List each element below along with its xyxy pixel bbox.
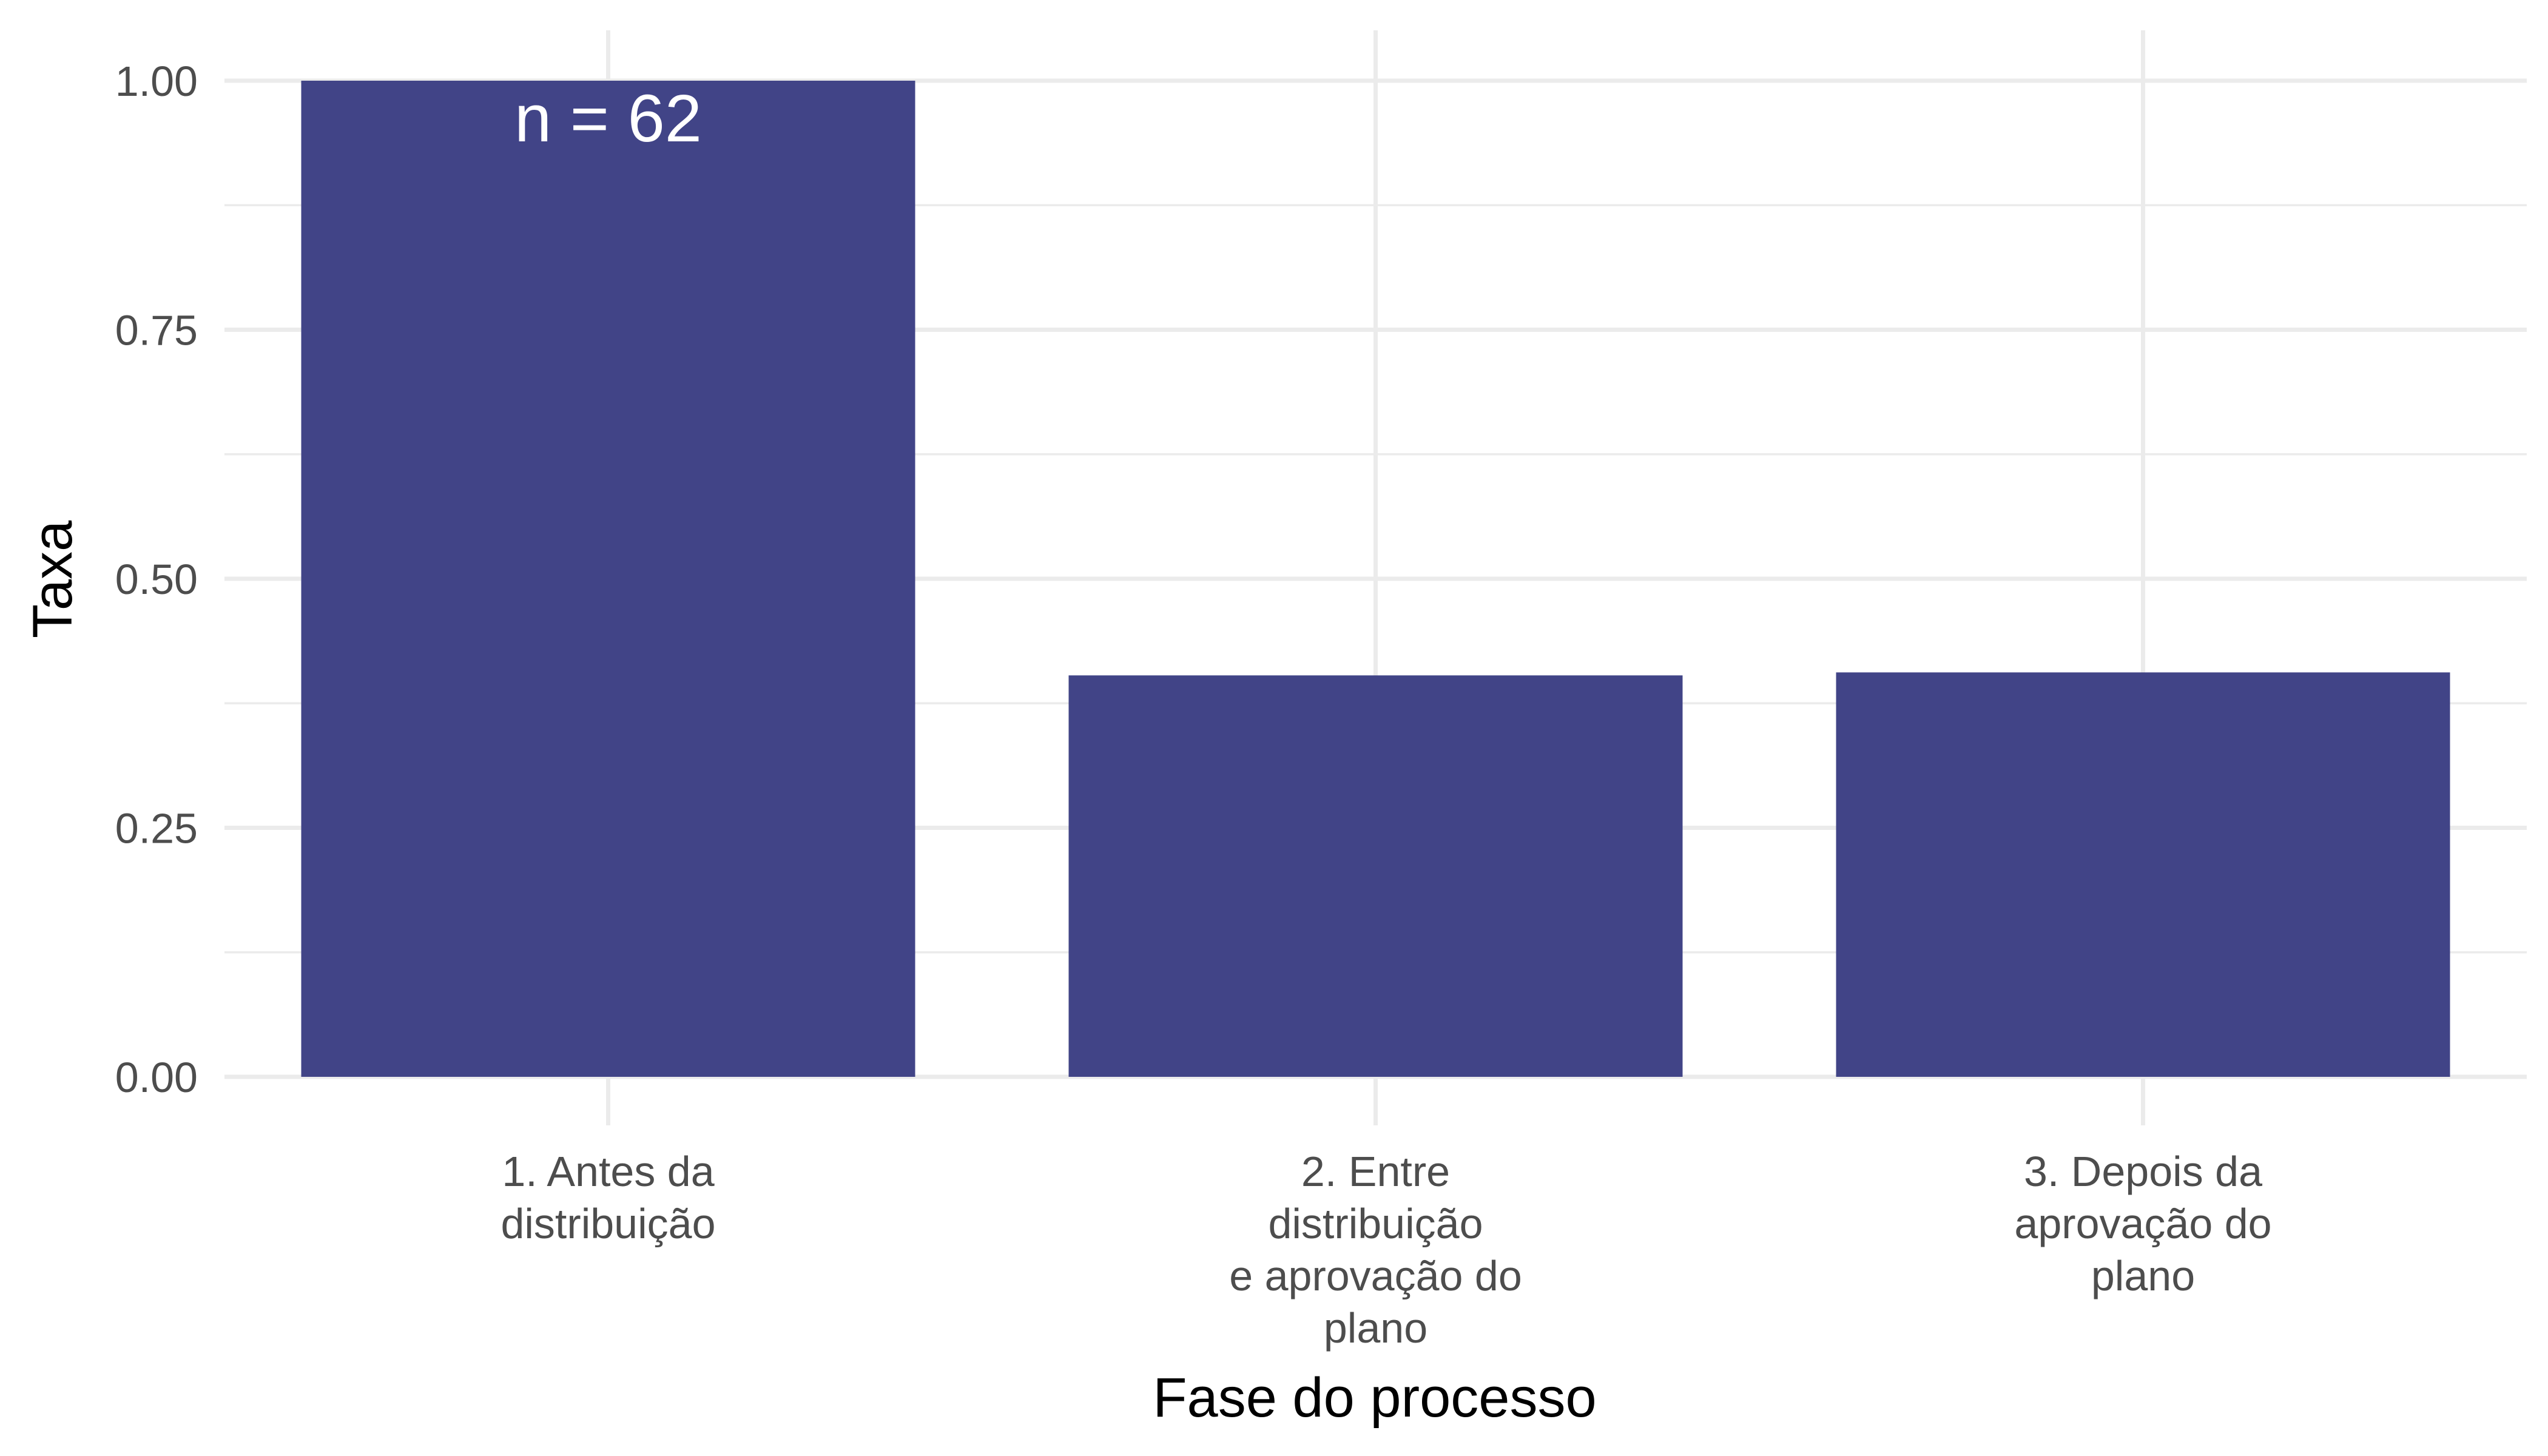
x-tick-label-line: 3. Depois da	[2024, 1148, 2262, 1195]
y-axis-ticks: 0.00 0.25 0.50 0.75 1.00	[115, 58, 198, 1101]
x-tick-label-line: e aprovação do	[1229, 1252, 1522, 1299]
y-tick-label: 0.50	[115, 556, 198, 603]
x-tick-label: 2. Entre distribuição e aprovação do plano	[1229, 1148, 1522, 1352]
y-tick-label: 0.00	[115, 1054, 198, 1101]
x-tick-label-line: 1. Antes da	[502, 1148, 714, 1195]
x-tick-label-line: 2. Entre	[1301, 1148, 1450, 1195]
bar	[301, 81, 915, 1077]
x-tick-label-line: plano	[1324, 1304, 1427, 1352]
x-tick-label-line: plano	[2091, 1252, 2195, 1299]
x-axis-title: Fase do processo	[1153, 1367, 1596, 1429]
x-tick-label-line: aprovação do	[2014, 1200, 2271, 1247]
x-axis-ticks: 1. Antes da distribuição 2. Entre distribui…	[500, 1148, 2271, 1352]
y-axis-title: Taxa	[22, 520, 84, 638]
bar	[1068, 675, 1683, 1077]
y-tick-label: 1.00	[115, 58, 198, 105]
x-tick-label: 1. Antes da distribuição	[500, 1148, 715, 1247]
y-tick-label: 0.25	[115, 805, 198, 852]
bar-data-label: n = 62	[514, 81, 702, 156]
x-tick-label-line: distribuição	[1268, 1200, 1483, 1247]
bars	[301, 81, 2450, 1077]
bar	[1836, 672, 2450, 1077]
y-tick-label: 0.75	[115, 307, 198, 354]
bar-data-labels: n = 62	[514, 81, 702, 156]
x-tick-label-line: distribuição	[500, 1200, 715, 1247]
x-tick-label: 3. Depois da aprovação do plano	[2014, 1148, 2271, 1299]
